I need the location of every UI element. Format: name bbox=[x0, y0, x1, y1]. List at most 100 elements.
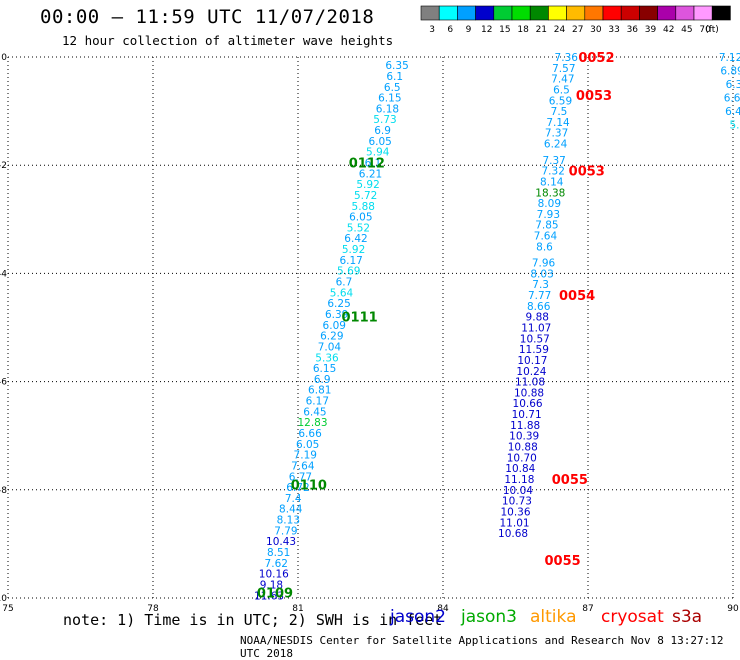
x-tick-label: 81 bbox=[292, 604, 303, 614]
colorbar-swatch bbox=[548, 5, 567, 21]
wave-height-value: 8.03 bbox=[530, 268, 553, 280]
wave-height-value: 6.39 bbox=[325, 309, 348, 321]
wave-height-value: 10.66 bbox=[513, 398, 543, 410]
wave-height-value: 5.94 bbox=[366, 147, 390, 159]
colorbar-tick-label: 9 bbox=[466, 25, 472, 35]
wave-height-value: 7.37 bbox=[545, 128, 568, 140]
track-time-label: 0112 bbox=[349, 156, 385, 171]
wave-height-value: 10.84 bbox=[505, 463, 535, 475]
wave-height-value: 12.83 bbox=[297, 417, 327, 429]
wave-height-value: 6.5 bbox=[384, 82, 401, 94]
colorbar-tick-label: 21 bbox=[536, 25, 547, 35]
wave-height-value: 10.57 bbox=[520, 333, 550, 345]
x-tick-label: 78 bbox=[147, 604, 159, 614]
wave-height-value: 7.64 bbox=[534, 231, 558, 243]
wave-height-value: 10.88 bbox=[508, 442, 538, 454]
x-tick-label: 75 bbox=[2, 604, 13, 614]
wave-height-value: 10.71 bbox=[512, 409, 542, 421]
wave-height-value: 6.5 bbox=[553, 84, 570, 96]
colorbar-unit-label: (ft) bbox=[705, 25, 719, 35]
wave-height-value: 5.69 bbox=[337, 266, 360, 278]
chart-title: 00:00 – 11:59 UTC 11/07/2018 bbox=[40, 6, 375, 28]
y-tick-label: -8 bbox=[0, 486, 7, 496]
colorbar-legend: 3 6 9 12 15 18 21 24 27 30 33 36 39 42 45 70(ft) bbox=[420, 5, 731, 35]
wave-height-value: 11.88 bbox=[510, 420, 540, 432]
wave-height-value: 5.8 bbox=[729, 120, 740, 132]
track-time-label: 0054 bbox=[559, 289, 595, 304]
wave-height-value: 9.88 bbox=[526, 312, 549, 324]
wave-height-value: 6.1 bbox=[386, 71, 403, 83]
wave-height-value: 5.73 bbox=[373, 114, 396, 126]
wave-height-value: 10.39 bbox=[509, 431, 539, 443]
wave-height-value: 7.93 bbox=[537, 209, 560, 221]
colorbar-swatch bbox=[475, 5, 495, 21]
colorbar-tick-label: 36 bbox=[627, 25, 639, 35]
colorbar-swatch bbox=[493, 5, 513, 21]
colorbar-swatch bbox=[566, 5, 586, 21]
wave-height-value: 6.25 bbox=[327, 298, 350, 310]
colorbar-tick-label: 24 bbox=[554, 25, 566, 35]
wave-height-value: 8.14 bbox=[540, 176, 564, 188]
track-time-label: 0109 bbox=[257, 587, 293, 602]
wave-height-value: 6.05 bbox=[368, 136, 391, 148]
wave-height-value: 6.05 bbox=[349, 212, 372, 224]
wave-height-value: 7.62 bbox=[265, 558, 288, 570]
wave-height-value: 6.77 bbox=[289, 471, 312, 483]
wave-height-value: 5.92 bbox=[356, 179, 379, 191]
legend-jason3: jason3 bbox=[461, 607, 517, 627]
credit-line: NOAA/NESDIS Center for Satellite Applica… bbox=[240, 634, 724, 660]
wave-height-value: 9.18 bbox=[260, 579, 283, 591]
colorbar-swatch bbox=[529, 5, 549, 21]
wave-height-value: 10.17 bbox=[517, 355, 547, 367]
wave-height-value: 6.29 bbox=[320, 331, 343, 343]
wave-height-value: 6.05 bbox=[296, 439, 319, 451]
colorbar-tick-label: 12 bbox=[481, 25, 492, 35]
track-time-label: 0111 bbox=[342, 311, 378, 326]
track-time-label: 0053 bbox=[576, 89, 612, 104]
wave-height-value: 7.04 bbox=[318, 341, 342, 353]
colorbar-tick-label: 30 bbox=[590, 25, 602, 35]
wave-height-value: 7.64 bbox=[291, 460, 315, 472]
wave-height-value: 10.04 bbox=[503, 485, 533, 497]
wave-height-value: 7.19 bbox=[294, 450, 317, 462]
colorbar-tick-label: 3 bbox=[429, 25, 435, 35]
wave-height-value: 11.59 bbox=[519, 344, 549, 356]
wave-height-value: 6.17 bbox=[339, 255, 362, 267]
wave-height-value: 8.13 bbox=[277, 515, 300, 527]
track-time-label: 0055 bbox=[552, 473, 588, 488]
y-tick-label: -6 bbox=[0, 378, 7, 388]
wave-height-value: 6.44 bbox=[725, 106, 740, 118]
colorbar-swatch bbox=[711, 5, 731, 21]
wave-height-value: 10.68 bbox=[498, 528, 528, 540]
wave-height-value: 8.44 bbox=[279, 504, 303, 516]
chart-subtitle: 12 hour collection of altimeter wave hei… bbox=[62, 33, 394, 48]
colorbar-swatch bbox=[438, 5, 458, 21]
track-time-label: 0110 bbox=[291, 478, 327, 493]
legend-s3a: s3a bbox=[672, 607, 703, 627]
wave-height-value: 11.07 bbox=[521, 323, 551, 335]
wave-height-value: 11.18 bbox=[504, 474, 534, 486]
wave-height-value: 7.79 bbox=[274, 525, 297, 537]
wave-height-value: 6.9 bbox=[314, 374, 331, 386]
wave-height-value: 7.57 bbox=[552, 63, 575, 75]
track-time-label: 0053 bbox=[569, 165, 605, 180]
wave-height-value: 10.73 bbox=[502, 496, 532, 508]
wave-height-value: 6.1 bbox=[365, 157, 382, 169]
wave-height-value: 5.64 bbox=[330, 287, 354, 299]
colorbar-swatch bbox=[657, 5, 677, 21]
wave-height-value: 7.36 bbox=[555, 52, 579, 64]
wave-height-value: 8.6 bbox=[536, 241, 553, 253]
wave-height-value: 18.38 bbox=[535, 187, 565, 199]
wave-height-value: 8.66 bbox=[527, 301, 551, 313]
wave-height-value: 7.14 bbox=[546, 117, 570, 129]
wave-height-value: 8.51 bbox=[267, 547, 290, 559]
wave-height-value: 11.08 bbox=[515, 377, 545, 389]
colorbar-swatch bbox=[602, 5, 622, 21]
wave-height-value: 6.66 bbox=[298, 428, 322, 440]
wave-height-value: 11.01 bbox=[500, 517, 530, 529]
colorbar-swatch bbox=[675, 5, 695, 21]
legend-altika: altika bbox=[530, 607, 577, 627]
wave-height-value: 7.3 bbox=[532, 279, 549, 291]
colorbar-swatch bbox=[584, 5, 604, 21]
wave-height-value: 10.70 bbox=[507, 452, 537, 464]
